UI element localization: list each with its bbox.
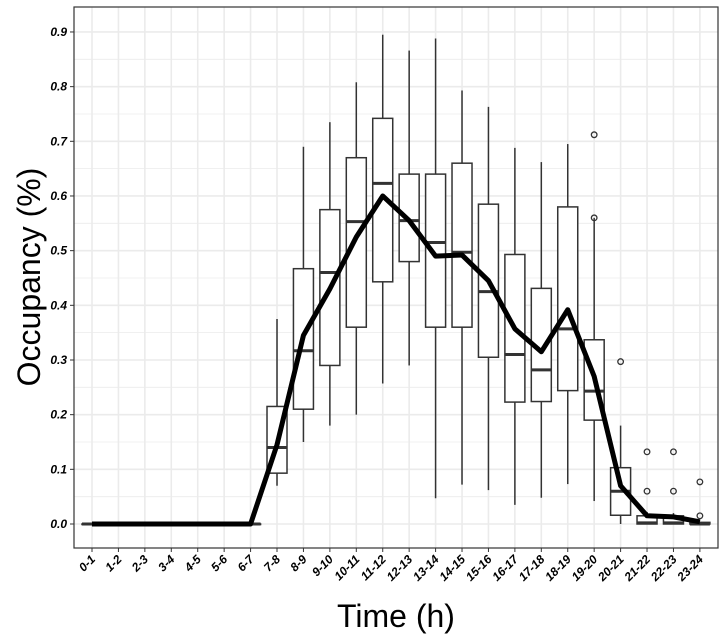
y-tick-label: 0.6 [50, 189, 67, 203]
y-tick-label: 0.2 [50, 408, 67, 422]
y-tick-label: 0.3 [50, 353, 67, 367]
box [451, 162, 473, 328]
outlier [696, 512, 704, 520]
x-tick-label: 15-16 [463, 552, 495, 584]
outlier [590, 214, 598, 222]
x-tick-label: 11-12 [358, 552, 389, 583]
x-tick-label: 7-8 [261, 552, 283, 574]
y-tick-label: 0.9 [50, 25, 67, 39]
x-tick-label: 18-19 [542, 552, 574, 584]
boxes [81, 34, 711, 526]
x-tick-label: 2-3 [128, 552, 151, 575]
x-tick-label: 19-20 [569, 552, 601, 584]
x-tick-label: 20-21 [594, 552, 627, 585]
x-tick-label: 0-1 [76, 552, 98, 574]
outlier [670, 487, 677, 495]
x-tick-label: 10-11 [331, 552, 362, 583]
box-13-14 [424, 38, 447, 499]
box-14-15 [451, 90, 473, 485]
x-tick-label: 14-15 [437, 552, 469, 584]
box-17-18 [530, 162, 553, 498]
y-tick-label: 0.5 [50, 244, 67, 258]
box-12-13 [398, 50, 420, 366]
outlier [590, 131, 598, 139]
box [556, 206, 579, 392]
x-tick-label: 1-2 [102, 552, 124, 574]
y-tick-label: 0.1 [50, 462, 67, 476]
x-tick-label: 17-18 [516, 552, 548, 584]
x-tick-label: 21-22 [621, 552, 654, 585]
outlier [617, 358, 625, 366]
y-tick-label: 0.4 [50, 298, 67, 312]
x-tick-label: 6-7 [235, 551, 258, 574]
x-tick-label: 8-9 [287, 552, 309, 574]
x-axis: 0-1 1-2 2-3 3-4 4-5 5-6 6-7 7-8 8-9 9-1010-1111-1… [76, 548, 706, 585]
x-tick-label: 12-13 [384, 552, 416, 584]
y-tick-label: 0.8 [50, 80, 67, 94]
y-tick-label: 0.0 [50, 517, 67, 531]
x-tick-label: 13-14 [410, 552, 442, 584]
y-tick-label: 0.7 [50, 134, 68, 148]
x-tick-label: 22-23 [647, 552, 680, 585]
y-axis: 0.0 0.1 0.2 0.3 0.4 0.5 0.6 0.7 0.8 0.9 [50, 25, 74, 531]
box-22-23 [662, 448, 685, 525]
outlier [670, 448, 677, 456]
x-tick-label: 5-6 [208, 552, 230, 574]
mean-line [92, 193, 701, 527]
x-tick-label: 16-17 [489, 551, 522, 584]
outlier [696, 478, 704, 486]
box [424, 173, 447, 328]
outlier [643, 487, 651, 495]
y-axis-title: Occupancy (%) [11, 168, 47, 387]
box-8-9 [292, 146, 315, 442]
x-tick-label: 23-24 [674, 552, 707, 585]
plot-border [73, 6, 719, 549]
x-axis-title: Time (h) [337, 598, 455, 634]
grid [74, 7, 718, 548]
box-23-24 [689, 478, 711, 526]
outlier [643, 448, 651, 456]
x-tick-label: 3-4 [155, 552, 177, 574]
x-tick-label: 4-5 [181, 552, 204, 575]
box-18-19 [556, 144, 579, 485]
